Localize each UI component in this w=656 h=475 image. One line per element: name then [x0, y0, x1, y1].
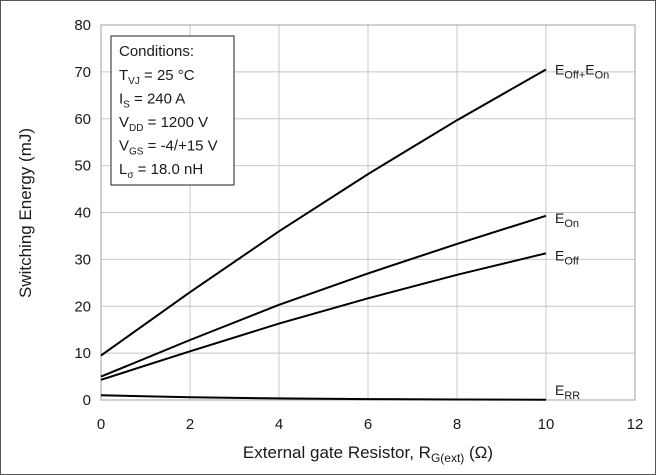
x-tick-labels: 0 2 4 6 8 10 12 [97, 416, 644, 433]
series-labels: EOff+EOn EOn EOff ERR [555, 62, 609, 402]
y-tick-labels: 0 10 20 30 40 50 60 70 80 [74, 17, 91, 409]
series-label: EOff+EOn [555, 62, 609, 82]
y-tick-label: 80 [74, 17, 91, 34]
x-tick-label: 6 [364, 416, 372, 433]
y-tick-label: 70 [74, 64, 91, 81]
series-line-e-rr [100, 394, 547, 401]
conditions-box: Conditions: TVJ = 25 °C IS = 240 A VDD = 1… [110, 35, 235, 186]
y-tick-label: 60 [74, 111, 91, 128]
condition-line: VDD = 1200 V [119, 114, 208, 134]
y-tick-label: 40 [74, 205, 91, 222]
condition-line: Lσ = 18.0 nH [119, 161, 203, 181]
series-line-e-off [100, 252, 547, 381]
series-label: ERR [555, 382, 580, 402]
conditions-heading: Conditions: [119, 43, 194, 60]
series-line-e-on [100, 214, 547, 378]
series-label: EOff [555, 247, 580, 267]
x-tick-label: 10 [538, 416, 555, 433]
x-tick-label: 0 [97, 416, 105, 433]
y-tick-label: 30 [74, 251, 91, 268]
conditions-lines: TVJ = 25 °C IS = 240 A VDD = 1200 V VGS = -… [119, 67, 218, 181]
condition-line: VGS = -4/+15 V [119, 138, 218, 158]
series-label: EOn [555, 210, 579, 230]
series-lines [100, 68, 547, 401]
x-tick-label: 12 [627, 416, 644, 433]
x-tick-label: 2 [186, 416, 194, 433]
y-tick-label: 20 [74, 298, 91, 315]
y-tick-label: 0 [83, 392, 91, 409]
condition-line: TVJ = 25 °C [119, 67, 195, 87]
condition-line: IS = 240 A [119, 91, 185, 111]
y-tick-label: 10 [74, 345, 91, 362]
x-tick-label: 8 [453, 416, 461, 433]
y-tick-label: 50 [74, 158, 91, 175]
y-axis-label: Switching Energy (mJ) [16, 128, 35, 298]
x-axis-label: External gate Resistor, RG(ext) (Ω) [243, 443, 493, 465]
series-line-e-off-e-on [100, 68, 547, 357]
x-tick-label: 4 [275, 416, 283, 433]
